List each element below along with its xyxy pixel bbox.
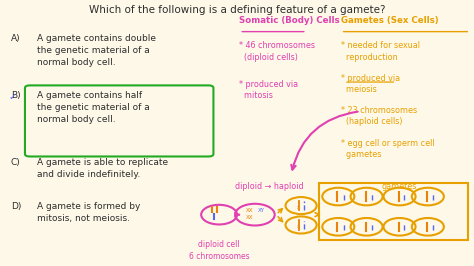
Text: Gametes (Sex Cells): Gametes (Sex Cells) [341,16,438,25]
Text: diploid → haploid: diploid → haploid [235,182,303,191]
Text: A gamete contains double
the genetic material of a
normal body cell.: A gamete contains double the genetic mat… [36,34,156,67]
Text: ✓: ✓ [9,92,17,102]
Text: Which of the following is a defining feature of a gamete?: Which of the following is a defining fea… [89,5,385,15]
Text: * egg cell or sperm cell
  gametes: * egg cell or sperm cell gametes [341,139,434,159]
Text: gametes: gametes [382,182,417,191]
Text: x: x [297,205,300,210]
Text: x: x [297,224,300,229]
Text: B): B) [11,90,20,99]
Text: diploid cell
6 chromosomes: diploid cell 6 chromosomes [189,240,249,261]
Text: XX: XX [246,208,253,213]
Text: A): A) [11,34,20,43]
Text: XY: XY [258,208,265,213]
Text: * 23 chromosomes
  (haploid cells): * 23 chromosomes (haploid cells) [341,106,417,126]
Text: A gamete is able to replicate
and divide indefinitely.: A gamete is able to replicate and divide… [36,158,168,179]
Text: * needed for sexual
  reproduction: * needed for sexual reproduction [341,41,419,61]
Text: C): C) [11,158,20,167]
Text: D): D) [11,202,21,211]
Text: * produced via
  mitosis: * produced via mitosis [239,80,299,100]
Text: XX: XX [246,215,253,220]
Text: Somatic (Body) Cells: Somatic (Body) Cells [239,16,340,25]
Text: * produced via
  meiosis: * produced via meiosis [341,74,400,94]
Text: A gamete is formed by
mitosis, not meiosis.: A gamete is formed by mitosis, not meios… [36,202,140,223]
Text: * 46 chromosomes
  (diploid cells): * 46 chromosomes (diploid cells) [239,41,315,61]
Text: A gamete contains half
the genetic material of a
normal body cell.: A gamete contains half the genetic mater… [36,90,149,124]
